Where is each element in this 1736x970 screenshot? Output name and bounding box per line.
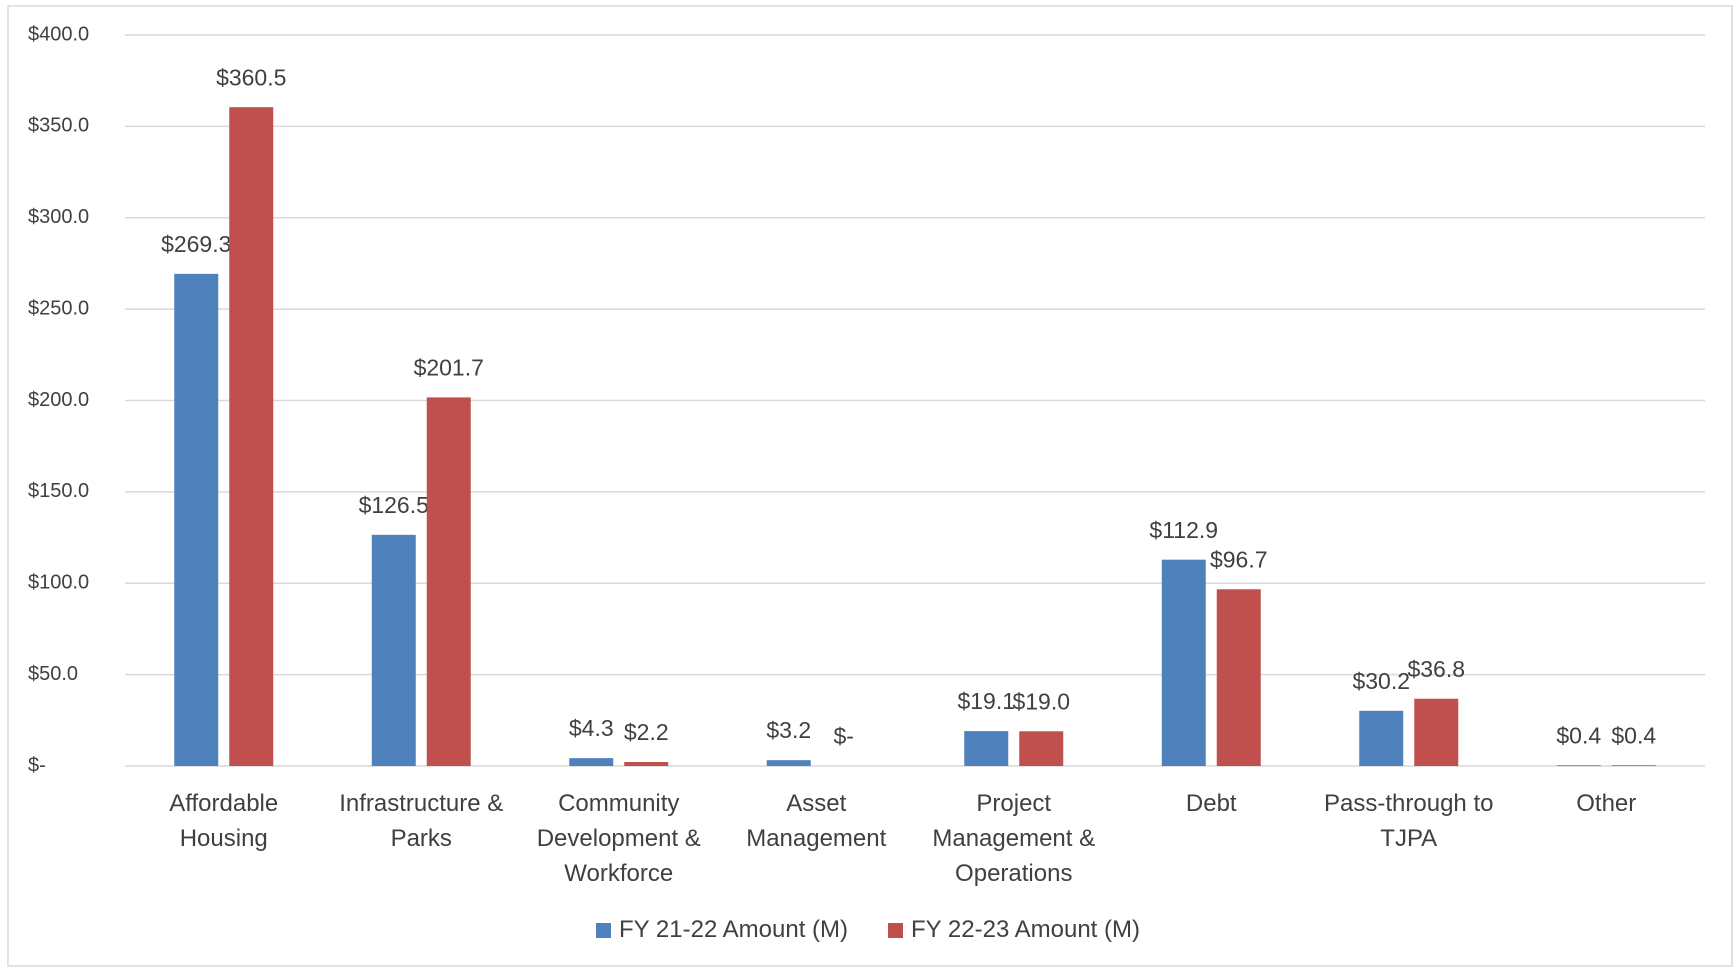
bar (964, 731, 1009, 766)
data-label: $2.2 (624, 719, 669, 745)
data-label: $360.5 (216, 64, 286, 90)
legend-item: FY 21-22 Amount (M) (596, 916, 848, 944)
bar (1216, 589, 1261, 766)
bar (1359, 710, 1404, 766)
data-label: $4.3 (569, 715, 614, 741)
bar (1556, 765, 1601, 766)
data-label: $36.8 (1407, 656, 1465, 682)
y-tick-label: $200.0 (28, 389, 89, 411)
x-tick-label: Community Development & Workforce (536, 790, 701, 887)
y-tick-label: $350.0 (28, 115, 89, 137)
bar (766, 760, 811, 766)
data-label: $126.5 (359, 492, 429, 518)
y-tick-label: $- (28, 754, 46, 776)
y-tick-label: $150.0 (28, 480, 89, 502)
x-tick-label: Pass-through to TJPA (1324, 790, 1494, 852)
x-tick-label: Asset Management (746, 790, 887, 852)
bar (1611, 765, 1656, 766)
bar (1019, 731, 1064, 766)
x-tick-label: Debt (1185, 790, 1237, 817)
legend-label: FY 21-22 Amount (M) (619, 916, 848, 943)
legend-swatch (888, 922, 903, 938)
data-label: $201.7 (414, 354, 484, 380)
x-tick-label: Project Management & Operations (932, 790, 1096, 887)
data-label: $0.4 (1556, 722, 1601, 748)
x-tick-label: Other (1576, 790, 1637, 817)
bar (624, 761, 669, 766)
bar (371, 534, 416, 766)
legend: FY 21-22 Amount (M) FY 22-23 Amount (M) (0, 916, 1736, 944)
bar (1161, 559, 1206, 766)
data-label: $30.2 (1352, 668, 1410, 694)
legend-item: FY 22-23 Amount (M) (888, 916, 1140, 944)
y-tick-label: $100.0 (28, 572, 89, 594)
x-tick-label: Affordable Housing (169, 790, 279, 852)
y-tick-label: $300.0 (28, 206, 89, 228)
data-label: $19.1 (957, 688, 1015, 714)
bar (1414, 698, 1459, 766)
x-tick-label: Infrastructure & Parks (339, 790, 504, 852)
data-label: $19.0 (1012, 688, 1070, 714)
data-label: $112.9 (1149, 517, 1218, 543)
legend-label: FY 22-23 Amount (M) (911, 916, 1140, 943)
bar (174, 273, 219, 766)
y-tick-label: $50.0 (28, 663, 78, 685)
y-tick-label: $400.0 (28, 23, 89, 45)
y-tick-label: $250.0 (28, 297, 89, 319)
chart-border (7, 5, 1733, 967)
bar (426, 397, 471, 766)
data-label: $96.7 (1210, 546, 1268, 572)
data-label: $269.3 (161, 231, 231, 257)
data-label: $3.2 (766, 717, 811, 743)
bar (229, 107, 274, 766)
legend-swatch (596, 922, 612, 938)
bar (569, 758, 614, 766)
data-label: $- (834, 723, 854, 749)
data-label: $0.4 (1611, 722, 1656, 748)
